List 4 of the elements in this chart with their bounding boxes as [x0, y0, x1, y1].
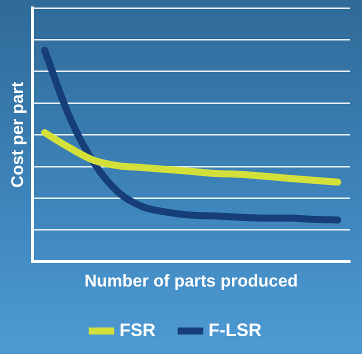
y-axis-title: Cost per part [8, 82, 27, 188]
legend-label: FSR [120, 320, 156, 340]
x-axis-title: Number of parts produced [84, 271, 298, 290]
legend-label: F-LSR [208, 320, 262, 340]
